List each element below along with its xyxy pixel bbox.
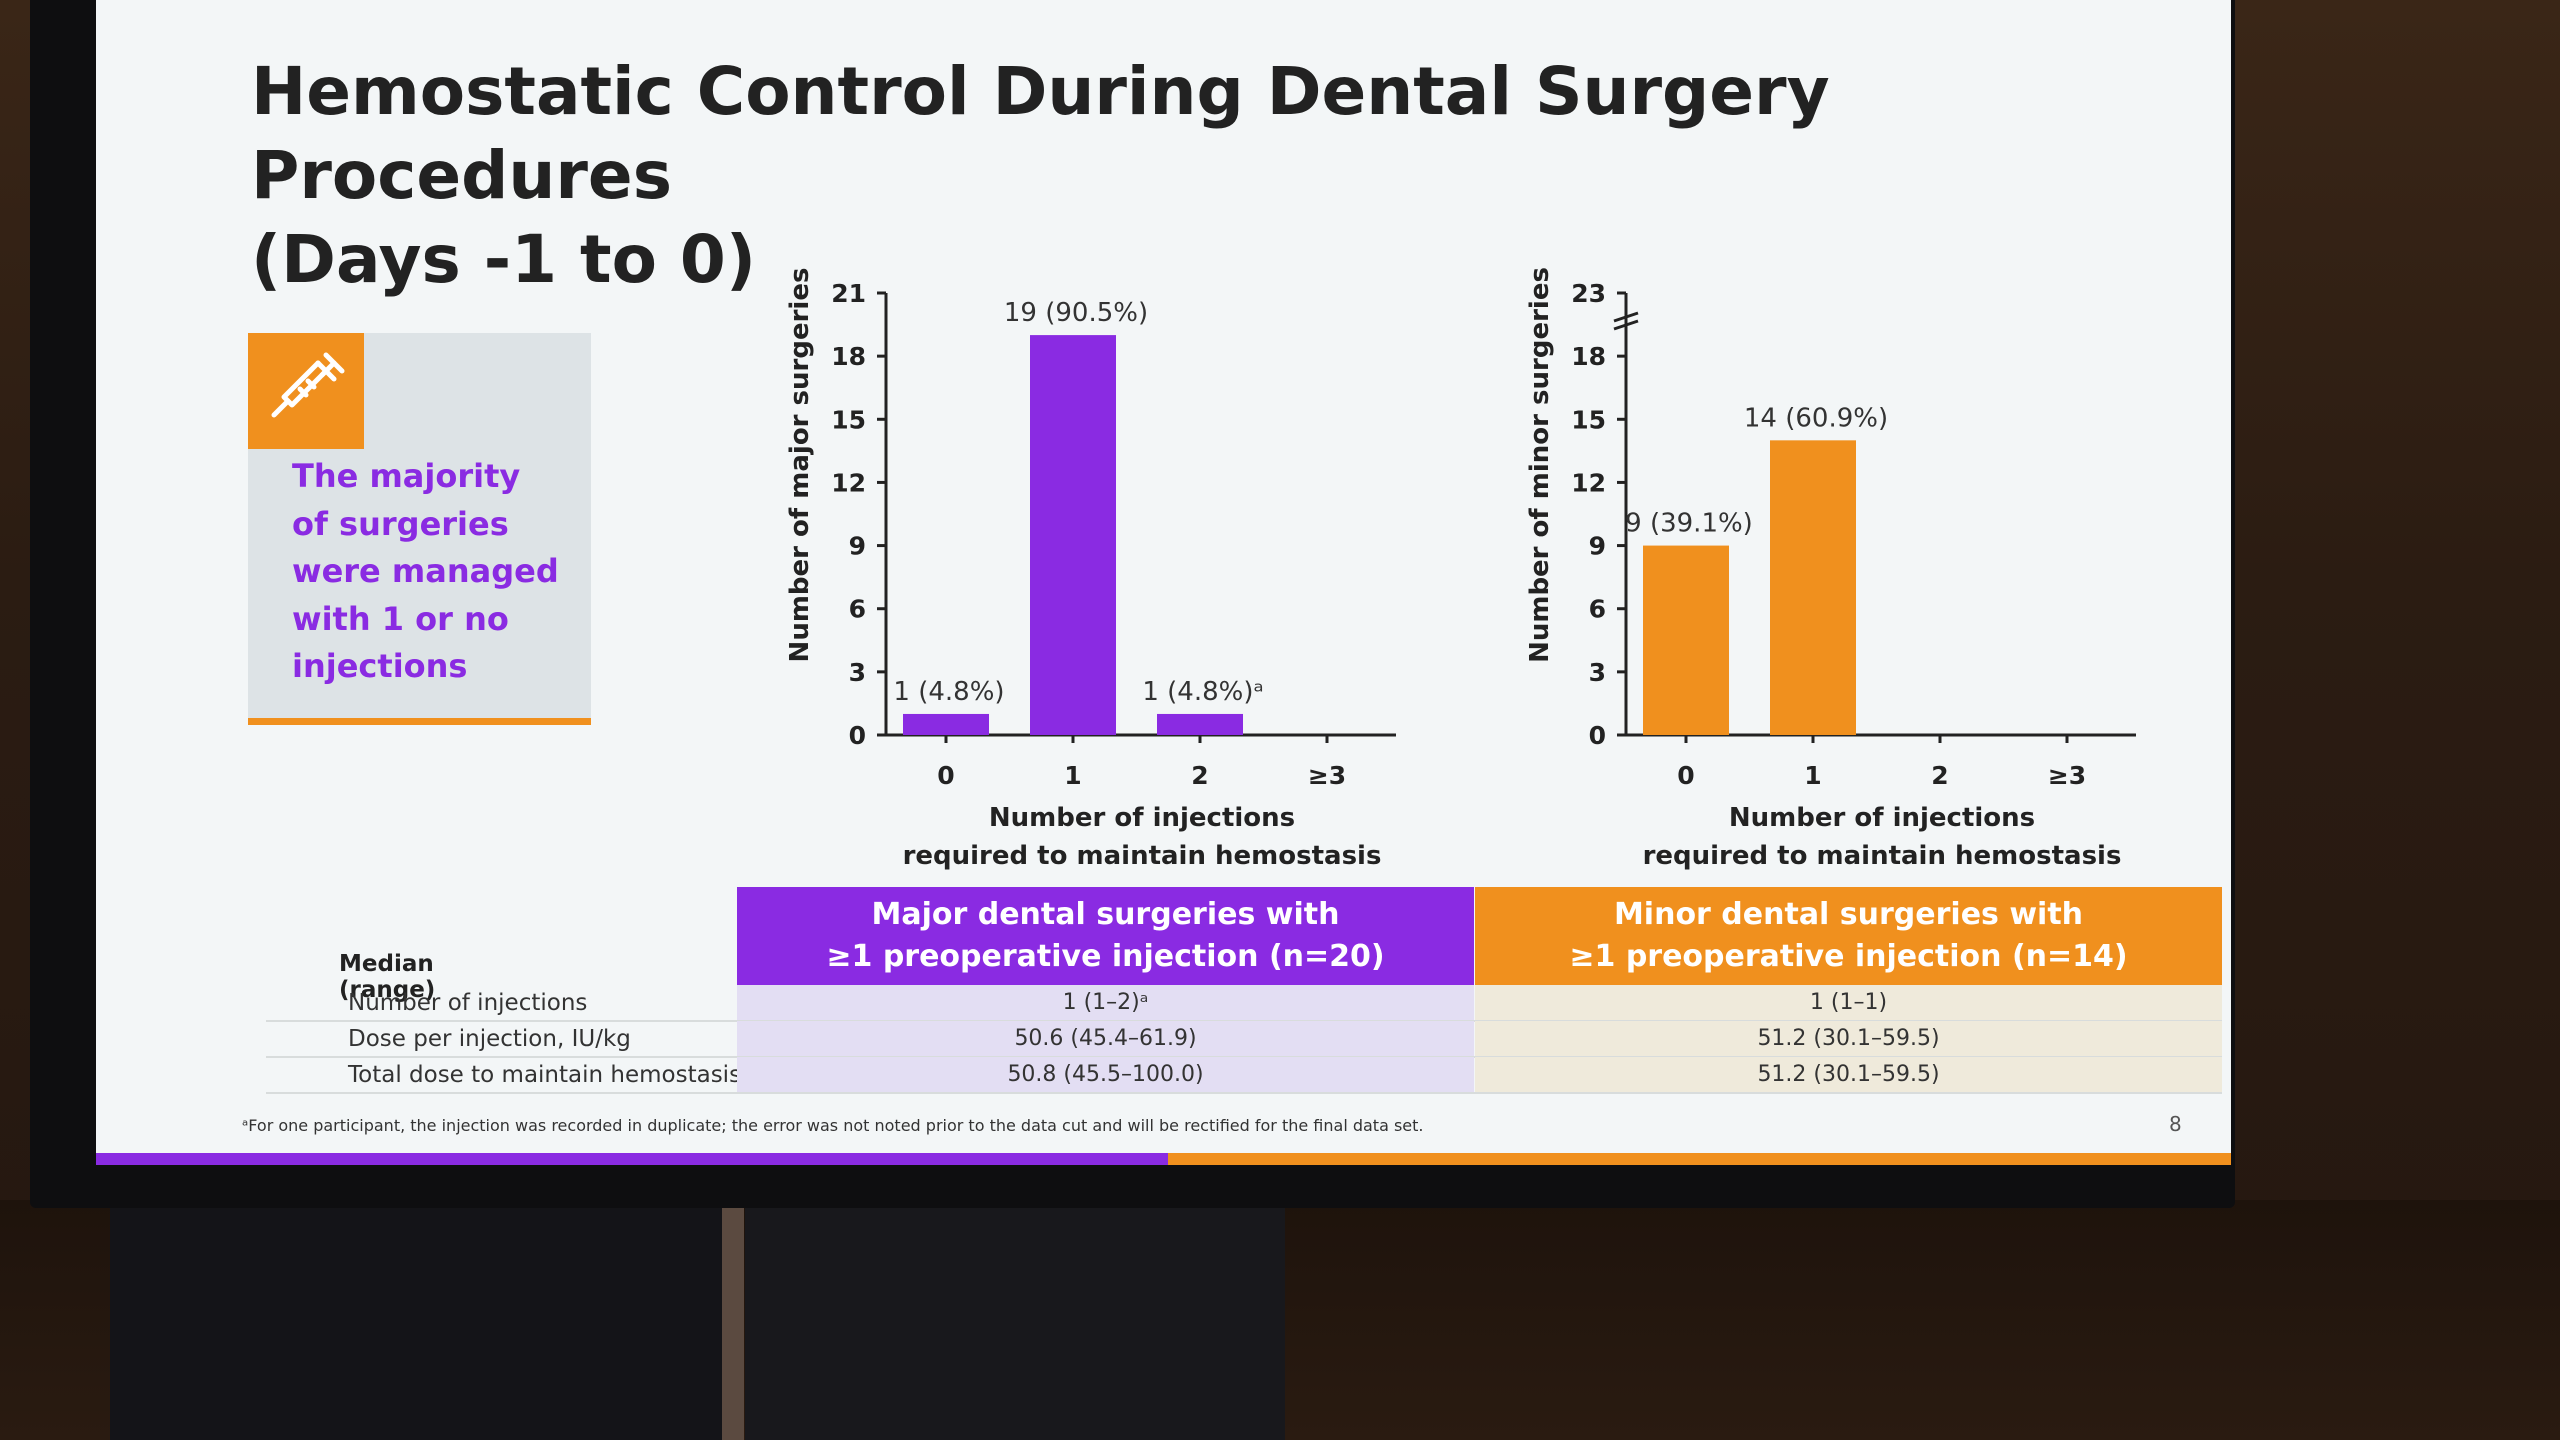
x-tick-label: 2 xyxy=(1191,761,1208,790)
axis-break-mark xyxy=(1613,311,1639,323)
slide-title: Hemostatic Control During Dental Surgery… xyxy=(251,50,2151,302)
data-label: 9 (39.1%) xyxy=(1625,509,1753,539)
bar xyxy=(1030,335,1116,735)
data-label: 19 (90.5%) xyxy=(1004,298,1148,328)
y-axis-title: Number of minor surgeries xyxy=(1525,267,1555,663)
major-header-line-2: ≥1 preoperative injection (n=20) xyxy=(826,939,1385,974)
callout-line: were managed xyxy=(292,552,559,590)
y-tick-label: 3 xyxy=(1589,658,1606,687)
page-number: 8 xyxy=(2169,1112,2182,1136)
data-label: 1 (4.8%) xyxy=(893,677,1004,707)
y-axis-title: Number of major surgeries xyxy=(785,268,815,663)
minor-cell: 1 (1–1) xyxy=(1475,985,2222,1020)
y-tick-label: 23 xyxy=(1571,279,1606,308)
x-tick-label: ≥3 xyxy=(2048,761,2086,790)
y-tick-label: 12 xyxy=(831,468,866,497)
y-tick-label: 12 xyxy=(1571,468,1606,497)
y-tick-label: 9 xyxy=(849,532,866,561)
x-axis-title-line-1: Number of injections xyxy=(989,803,1295,833)
minor-surgeries-bar-chart: Number of minor surgeries 03691215182309… xyxy=(1525,267,2136,871)
major-column-header: Major dental surgeries with ≥1 preoperat… xyxy=(737,887,1474,985)
y-tick-label: 18 xyxy=(831,342,866,371)
data-label: 14 (60.9%) xyxy=(1744,403,1888,433)
y-tick-label: 9 xyxy=(1589,532,1606,561)
y-tick-label: 21 xyxy=(831,279,866,308)
footnote: ᵃFor one participant, the injection was … xyxy=(242,1116,1424,1135)
y-tick-label: 3 xyxy=(849,658,866,687)
table-row: Total dose to maintain hemostasis 50.8 (… xyxy=(266,1057,2222,1094)
x-tick-label: 0 xyxy=(937,761,954,790)
footer-accent-purple xyxy=(96,1153,1168,1165)
bar xyxy=(1770,440,1856,735)
slide-screen: Hemostatic Control During Dental Surgery… xyxy=(96,0,2231,1165)
bar xyxy=(1643,545,1729,735)
bar xyxy=(903,713,989,735)
x-tick-label: 1 xyxy=(1804,761,1821,790)
callout-line: injections xyxy=(292,647,468,685)
y-tick-label: 6 xyxy=(849,595,866,624)
monitor-bezel: Hemostatic Control During Dental Surgery… xyxy=(30,0,2235,1208)
minor-cell: 51.2 (30.1–59.5) xyxy=(1475,1057,2222,1092)
major-surgeries-bar-chart: Number of major surgeries 03691215182101… xyxy=(785,268,1396,871)
y-tick-label: 18 xyxy=(1571,342,1606,371)
table-corner-label: Median (range) xyxy=(339,951,436,1003)
axis-break-mark xyxy=(1613,319,1639,331)
title-line-2: (Days -1 to 0) xyxy=(251,221,756,298)
data-label: 1 (4.8%)ᵃ xyxy=(1142,677,1263,707)
row-label: Dose per injection, IU/kg xyxy=(348,1026,631,1052)
y-tick-label: 15 xyxy=(831,405,866,434)
major-header-line-1: Major dental surgeries with xyxy=(871,897,1340,932)
table-row: Number of injections 1 (1–2)ᵃ 1 (1–1) xyxy=(266,985,2222,1022)
x-axis-title-line-2: required to maintain hemostasis xyxy=(1643,841,2122,871)
monitor-stand-left xyxy=(110,1195,725,1440)
x-axis-title-line-2: required to maintain hemostasis xyxy=(903,841,1382,871)
monitor-stand-right xyxy=(745,1195,1285,1440)
y-tick-label: 6 xyxy=(1589,595,1606,624)
table-row: Dose per injection, IU/kg 50.6 (45.4–61.… xyxy=(266,1021,2222,1058)
x-tick-label: 1 xyxy=(1064,761,1081,790)
x-tick-label: ≥3 xyxy=(1308,761,1346,790)
monitor-stand-pole xyxy=(722,1205,744,1440)
y-tick-label: 15 xyxy=(1571,405,1606,434)
footer-accent-orange xyxy=(1168,1153,2231,1165)
key-message-callout: The majority of surgeries were managed w… xyxy=(248,333,591,725)
major-cell: 50.6 (45.4–61.9) xyxy=(737,1021,1474,1056)
major-cell: 50.8 (45.5–100.0) xyxy=(737,1057,1474,1092)
minor-header-line-1: Minor dental surgeries with xyxy=(1613,897,2084,932)
callout-line: of surgeries xyxy=(292,504,509,543)
row-label: Number of injections xyxy=(348,990,588,1016)
x-tick-label: 0 xyxy=(1677,761,1694,790)
row-label: Total dose to maintain hemostasis xyxy=(348,1062,742,1088)
bar xyxy=(1157,713,1243,735)
minor-cell: 51.2 (30.1–59.5) xyxy=(1475,1021,2222,1056)
minor-header-line-2: ≥1 preoperative injection (n=14) xyxy=(1569,939,2128,974)
minor-column-header: Minor dental surgeries with ≥1 preoperat… xyxy=(1475,887,2222,985)
y-tick-label: 0 xyxy=(1589,721,1606,750)
y-tick-label: 0 xyxy=(849,721,866,750)
x-tick-label: 2 xyxy=(1931,761,1948,790)
callout-line: with 1 or no xyxy=(292,599,509,638)
callout-text: The majority of surgeries were managed w… xyxy=(292,453,582,691)
syringe-icon xyxy=(248,333,364,449)
x-axis-title-line-1: Number of injections xyxy=(1729,803,2035,833)
major-cell: 1 (1–2)ᵃ xyxy=(737,985,1474,1020)
callout-line: The majority xyxy=(292,457,521,495)
title-line-1: Hemostatic Control During Dental Surgery… xyxy=(251,53,1830,214)
